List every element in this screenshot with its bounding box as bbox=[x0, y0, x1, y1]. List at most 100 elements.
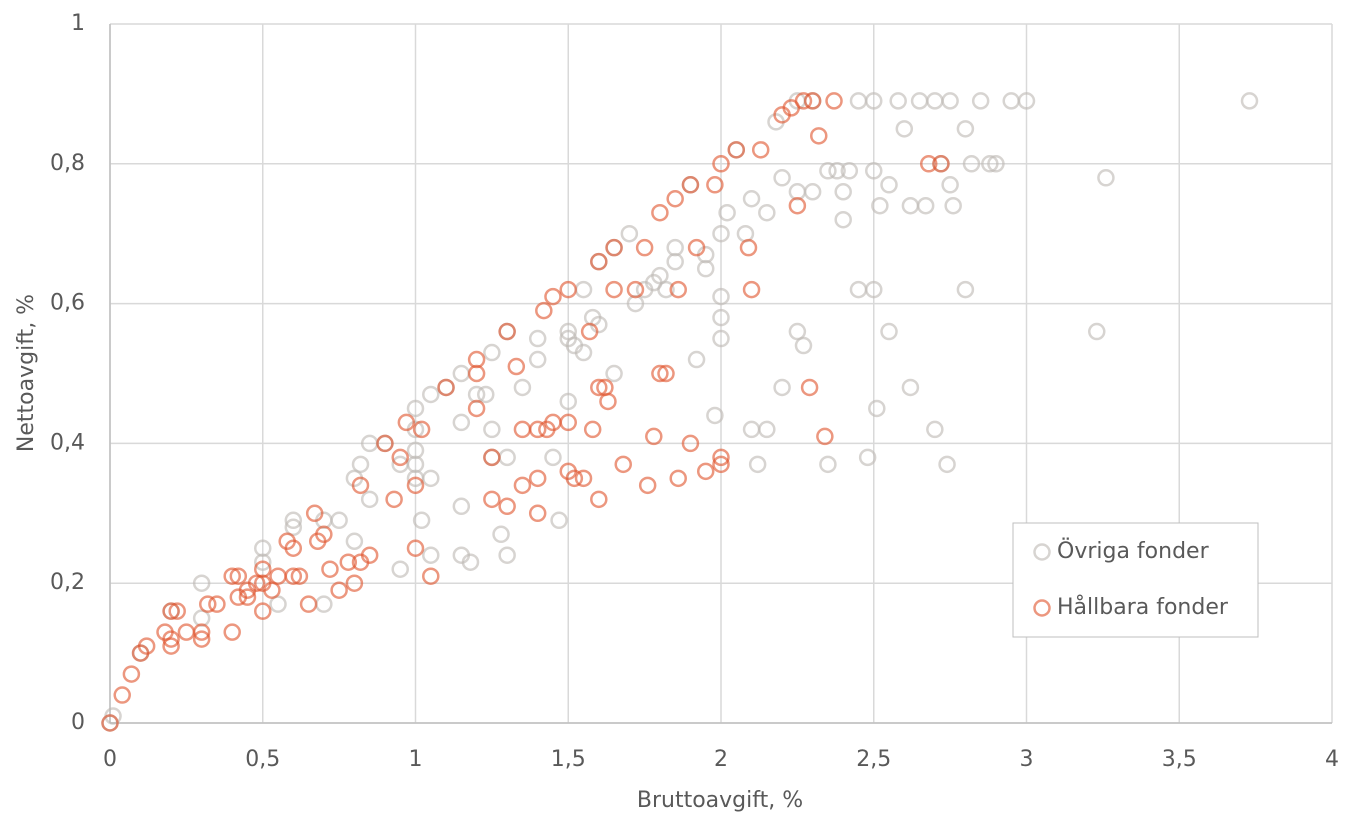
point bbox=[849, 92, 868, 110]
point bbox=[932, 155, 950, 173]
y-tick-label: 0,6 bbox=[50, 291, 85, 316]
point bbox=[229, 567, 248, 585]
point bbox=[360, 546, 379, 564]
point bbox=[635, 238, 654, 257]
point bbox=[645, 427, 663, 446]
point bbox=[938, 455, 956, 474]
point bbox=[498, 546, 516, 564]
point bbox=[483, 490, 501, 509]
point bbox=[605, 280, 623, 299]
y-axis-label: Nettoavgift, % bbox=[14, 294, 39, 452]
point bbox=[687, 238, 706, 257]
point bbox=[956, 120, 975, 138]
point bbox=[681, 176, 700, 194]
x-axis-label: Bruttoavgift, % bbox=[637, 788, 803, 813]
legend-marker bbox=[1033, 599, 1051, 617]
x-tick-label: 1,5 bbox=[551, 747, 586, 772]
point bbox=[498, 497, 516, 516]
point bbox=[651, 364, 669, 383]
point bbox=[299, 595, 318, 613]
point bbox=[712, 455, 730, 474]
x-tick-label: 4 bbox=[1325, 747, 1339, 772]
point bbox=[574, 280, 593, 299]
point bbox=[706, 406, 724, 425]
point bbox=[168, 602, 186, 620]
x-tick-label: 0,5 bbox=[245, 747, 280, 772]
point bbox=[751, 141, 770, 159]
point bbox=[1240, 92, 1259, 110]
point bbox=[513, 378, 532, 397]
point bbox=[330, 511, 348, 530]
point bbox=[254, 553, 272, 571]
point bbox=[620, 224, 639, 243]
point bbox=[651, 266, 669, 285]
point bbox=[962, 155, 981, 173]
point bbox=[706, 176, 724, 194]
point bbox=[492, 525, 510, 544]
point bbox=[901, 196, 920, 215]
point bbox=[162, 630, 180, 648]
point bbox=[498, 448, 516, 467]
point bbox=[614, 455, 632, 474]
point bbox=[580, 322, 599, 341]
point bbox=[758, 420, 776, 439]
point bbox=[391, 560, 409, 578]
point bbox=[941, 92, 959, 110]
point bbox=[477, 385, 495, 404]
point bbox=[483, 420, 501, 439]
point bbox=[748, 455, 767, 474]
point bbox=[788, 196, 807, 215]
point bbox=[599, 392, 617, 411]
point bbox=[321, 560, 339, 578]
point bbox=[345, 532, 364, 551]
point bbox=[315, 525, 333, 544]
point bbox=[238, 588, 257, 606]
point bbox=[987, 155, 1005, 173]
point bbox=[208, 595, 226, 613]
point bbox=[895, 120, 914, 138]
point bbox=[513, 420, 532, 439]
point bbox=[406, 476, 425, 495]
point bbox=[559, 322, 577, 341]
point bbox=[858, 448, 877, 467]
point bbox=[544, 448, 562, 467]
point bbox=[269, 595, 287, 613]
point bbox=[528, 504, 547, 523]
point bbox=[910, 92, 929, 110]
point bbox=[919, 155, 938, 173]
point bbox=[696, 259, 715, 278]
point bbox=[483, 343, 501, 362]
point bbox=[284, 511, 303, 530]
point bbox=[422, 469, 440, 488]
point bbox=[351, 476, 370, 495]
point bbox=[565, 469, 584, 488]
legend-label: Övriga fonder bbox=[1057, 538, 1210, 564]
point bbox=[162, 637, 180, 655]
point bbox=[137, 637, 156, 655]
point bbox=[666, 238, 684, 257]
point bbox=[657, 280, 675, 299]
point bbox=[391, 448, 409, 467]
point bbox=[712, 155, 730, 173]
point bbox=[819, 162, 837, 180]
point bbox=[574, 343, 593, 362]
point bbox=[452, 364, 471, 383]
point bbox=[736, 224, 755, 243]
point bbox=[422, 567, 440, 585]
point bbox=[559, 392, 577, 411]
point bbox=[926, 92, 944, 110]
point bbox=[889, 92, 907, 110]
point bbox=[1002, 92, 1020, 110]
point bbox=[269, 567, 287, 585]
marks bbox=[101, 92, 1259, 732]
point bbox=[687, 350, 706, 369]
point bbox=[825, 92, 843, 110]
point bbox=[583, 420, 602, 439]
point bbox=[803, 183, 822, 201]
point bbox=[605, 364, 623, 383]
point bbox=[422, 385, 440, 404]
point bbox=[880, 176, 898, 194]
y-tick-label: 1 bbox=[71, 11, 85, 36]
point bbox=[1097, 169, 1115, 187]
